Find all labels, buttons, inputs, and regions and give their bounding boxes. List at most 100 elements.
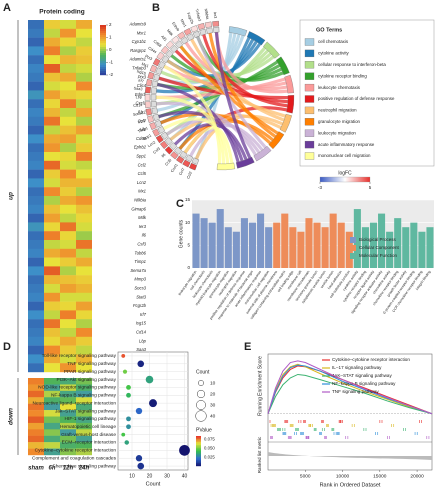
enrichment-curve	[267, 364, 433, 415]
heatmap-cell	[76, 248, 92, 258]
legend-swatch	[350, 253, 356, 259]
bar	[208, 222, 216, 268]
y-tick-label: Complement and coagulation cascades	[32, 455, 117, 461]
heatmap-cell	[60, 410, 76, 417]
heatmap-cell	[76, 390, 92, 398]
heatmap-cell	[60, 116, 76, 126]
chord-ribbon	[163, 64, 222, 165]
colorbar-label: -3	[318, 185, 322, 190]
heatmap-cell	[60, 403, 76, 411]
legend-swatch	[304, 72, 315, 80]
heatmap-cell	[76, 231, 92, 241]
heatmap-cell	[60, 301, 76, 311]
colorbar-step	[100, 41, 106, 44]
legend-label: leukocyte migration	[318, 130, 356, 135]
heatmap-cell	[44, 384, 60, 392]
heatmap-cell	[76, 284, 92, 293]
heatmap-cell	[60, 231, 76, 241]
heatmap-cell	[28, 266, 44, 276]
gene-logfc	[152, 128, 160, 137]
legend-swatch	[304, 49, 315, 58]
gene-logfc	[156, 51, 165, 60]
gene-label: Ier3	[213, 12, 218, 19]
chord-ribbon	[214, 32, 252, 159]
bar	[273, 222, 281, 268]
legend-label: Molecular Function	[359, 253, 398, 258]
colorbar-step	[100, 51, 106, 54]
gene-arc	[206, 27, 213, 34]
colorbar-step	[100, 29, 106, 32]
gene-label: Cd44	[147, 46, 157, 54]
ranked-metric	[268, 452, 432, 460]
dot	[137, 462, 145, 470]
term-arc	[246, 31, 266, 46]
gene-logfc	[145, 86, 151, 94]
heatmap-cell	[76, 196, 92, 205]
heatmap-cell	[44, 240, 60, 249]
colorbar-step	[196, 463, 201, 465]
gene-arc	[152, 113, 160, 121]
bar	[410, 222, 418, 268]
color-legend-title: PValue	[196, 427, 212, 433]
legend-label: NF−kappa B signaling pathway	[332, 381, 396, 386]
gene-logfc	[189, 162, 197, 171]
gene-arc	[192, 30, 201, 38]
heatmap-cell	[44, 134, 60, 144]
heatmap-cell	[28, 222, 44, 232]
gene-label: Mdk	[166, 29, 174, 37]
y-axis-label: Running Enrichment Score	[257, 356, 263, 416]
legend-swatch	[304, 61, 315, 69]
gene-label: Ccl7	[178, 167, 185, 176]
bar	[224, 227, 232, 268]
heatmap-cell	[60, 72, 76, 82]
colorbar-step	[100, 67, 106, 70]
heatmap-cell	[44, 178, 60, 188]
heatmap-cell	[60, 390, 76, 398]
gene-logfc	[145, 108, 153, 116]
heatmap-cell	[44, 378, 60, 385]
heatmap-cell	[60, 152, 76, 161]
gene-logfc	[152, 58, 161, 67]
term-arc	[216, 162, 236, 171]
gene-label: Cd14	[136, 330, 147, 335]
term-arc	[253, 145, 272, 162]
x-tick-label: 20	[147, 473, 153, 479]
y-tick-label: ECM–receptor interaction	[62, 440, 117, 446]
heatmap-cell	[60, 134, 76, 144]
colorbar-step	[196, 446, 201, 449]
gene-arc	[151, 107, 158, 115]
y-tick-label: TNF signaling pathway	[67, 361, 116, 367]
heatmap-cell	[76, 403, 92, 411]
gene-label: Stat3	[136, 294, 146, 299]
y-tick-label: 5	[187, 243, 190, 248]
gene-label: Cd68	[136, 136, 147, 141]
legend-label: positive regulation of defense response	[318, 96, 395, 101]
heatmap-cell	[28, 28, 44, 38]
heatmap-cell	[44, 442, 60, 449]
gene-label: Tnfaip3	[132, 66, 147, 71]
y-tick-label: 15	[185, 197, 191, 202]
size-label: 30	[210, 402, 216, 408]
dot	[126, 384, 131, 390]
heatmap-cell	[60, 248, 76, 258]
colorbar-label: 0	[109, 47, 112, 52]
chord-ribbon	[208, 32, 277, 139]
heatmap-cell	[28, 99, 44, 109]
heatmap-cell	[44, 275, 60, 285]
bar	[394, 218, 402, 268]
dot	[126, 416, 131, 422]
heatmap-cell	[28, 345, 44, 355]
y-axis-label: Gene counts	[178, 219, 184, 248]
y-tick-label: Graft-versus-host disease	[61, 432, 116, 438]
heatmap-cell	[28, 178, 44, 188]
gene-label: Il6	[142, 233, 147, 238]
heatmap-cell	[28, 328, 44, 337]
heatmap-cell	[60, 384, 76, 392]
heatmap-cell	[28, 125, 44, 135]
gene-label: Ccl2	[138, 162, 147, 167]
gene-label: Isg15	[136, 69, 146, 76]
gene-label: Fcgr2b	[186, 12, 194, 24]
heatmap-cell	[76, 429, 92, 436]
gene-arc	[169, 142, 178, 151]
